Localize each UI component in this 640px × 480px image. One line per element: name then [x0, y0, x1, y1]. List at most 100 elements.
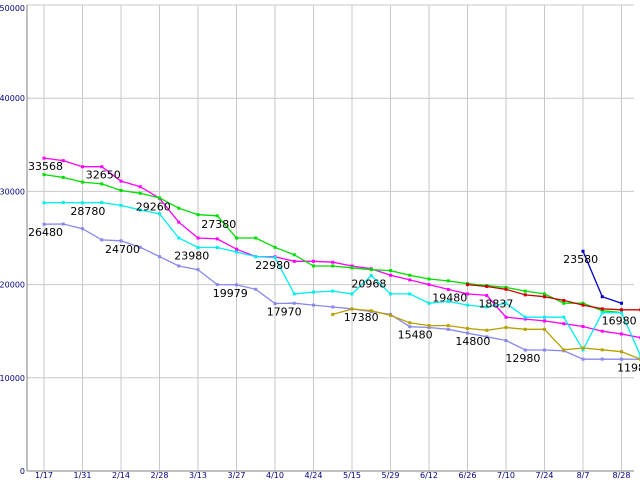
data-point — [562, 301, 566, 305]
data-point — [466, 303, 469, 307]
data-label: 24700 — [105, 243, 140, 256]
data-point — [466, 283, 469, 287]
y-tick-label: 40000 — [0, 94, 25, 103]
data-point — [543, 292, 546, 296]
data-point — [100, 165, 104, 169]
data-label: 17970 — [267, 306, 302, 319]
data-point — [196, 268, 200, 272]
data-point — [523, 317, 527, 321]
data-point — [427, 325, 431, 329]
data-point — [427, 324, 431, 328]
data-point — [485, 293, 489, 297]
data-point — [581, 346, 585, 350]
data-label: 19979 — [213, 287, 248, 300]
x-tick-label: 1/31 — [74, 471, 92, 480]
series-line-4 — [43, 223, 640, 360]
data-point — [100, 238, 104, 242]
data-point — [235, 236, 238, 240]
series-line-1 — [43, 157, 640, 339]
data-point — [177, 236, 181, 240]
x-tick-label: 8/28 — [613, 471, 631, 480]
data-point — [273, 302, 277, 306]
data-point — [158, 255, 161, 259]
data-point — [350, 292, 354, 296]
data-point — [61, 201, 65, 205]
data-label: 23980 — [174, 250, 209, 263]
data-point — [138, 191, 142, 195]
data-point — [331, 289, 335, 293]
data-label: 16980 — [602, 315, 637, 328]
data-point — [196, 246, 200, 250]
data-point — [177, 206, 181, 210]
data-point — [581, 301, 585, 305]
data-point — [42, 173, 46, 177]
data-point — [504, 285, 508, 289]
data-label: 20968 — [351, 278, 386, 291]
data-point — [350, 264, 354, 268]
data-point — [42, 222, 46, 226]
data-point — [446, 299, 450, 303]
data-point — [600, 348, 604, 352]
data-point — [504, 315, 508, 319]
data-point — [81, 201, 84, 205]
data-point — [504, 339, 508, 343]
data-point — [466, 331, 469, 335]
data-label: 32650 — [86, 169, 121, 182]
data-label: 11980 — [617, 361, 640, 374]
data-point — [427, 277, 431, 281]
data-point — [485, 305, 489, 309]
data-point — [504, 325, 508, 329]
data-point — [389, 313, 392, 317]
x-tick-label: 6/26 — [459, 471, 477, 480]
data-point — [254, 287, 258, 291]
data-point — [331, 264, 335, 268]
data-label: 26480 — [28, 226, 63, 239]
x-tick-label: 7/24 — [536, 471, 554, 480]
data-point — [600, 309, 604, 313]
data-point — [408, 278, 412, 282]
data-point — [389, 292, 392, 296]
data-point — [61, 175, 65, 179]
y-tick-label: 30000 — [0, 187, 25, 196]
data-point — [138, 245, 142, 249]
data-point — [312, 259, 315, 263]
data-point — [504, 287, 508, 291]
data-point — [196, 236, 200, 240]
data-point — [600, 295, 604, 299]
data-point — [523, 289, 527, 293]
data-point — [485, 335, 489, 339]
data-point — [292, 301, 296, 305]
data-point — [215, 214, 219, 218]
y-tick-label: 20000 — [0, 281, 25, 290]
data-point — [369, 268, 373, 272]
data-point — [312, 290, 315, 294]
data-point — [446, 324, 450, 328]
data-point — [235, 247, 238, 251]
data-point — [215, 283, 219, 287]
data-point — [581, 357, 585, 361]
y-tick-label: 10000 — [0, 374, 25, 383]
data-point — [620, 350, 623, 354]
data-point — [485, 284, 489, 288]
data-point — [369, 309, 373, 313]
data-point — [446, 287, 450, 291]
data-point — [408, 321, 412, 325]
data-point — [600, 311, 604, 315]
data-point — [600, 307, 604, 311]
axis-ticks: 0 10000 20000 30000 40000 50000 1/17 1/31 2/14 2/… — [0, 4, 630, 480]
data-point — [215, 246, 219, 250]
data-point — [523, 348, 527, 352]
data-point — [562, 322, 566, 326]
data-point — [312, 264, 315, 268]
data-point — [408, 273, 412, 277]
series-line-3 — [43, 201, 640, 357]
x-tick-label: 4/10 — [266, 471, 284, 480]
data-point — [389, 273, 392, 277]
data-labels: 33568 32650 28780 29260 26480 27380 24700 23980… — [28, 160, 640, 374]
data-point — [600, 329, 604, 333]
data-point — [196, 213, 200, 217]
data-point — [562, 298, 566, 302]
data-point — [523, 327, 527, 331]
data-point — [254, 255, 258, 259]
data-point — [600, 357, 604, 361]
